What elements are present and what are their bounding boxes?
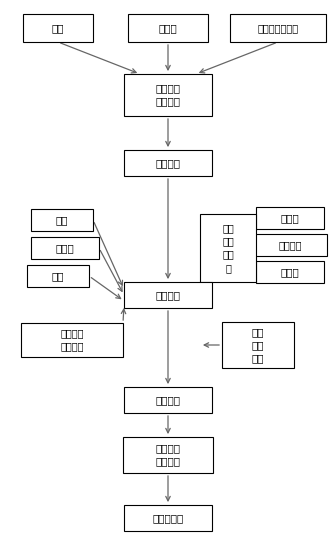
Bar <box>124 505 212 531</box>
Text: 菌液: 菌液 <box>56 215 68 225</box>
Bar <box>256 261 324 283</box>
Text: 腐熟产物: 腐熟产物 <box>156 395 180 405</box>
Text: 菜地堆肥
发酵培养: 菜地堆肥 发酵培养 <box>156 83 180 106</box>
Bar <box>128 14 208 42</box>
Bar <box>124 74 212 116</box>
Text: 尿素、葡萄糖等: 尿素、葡萄糖等 <box>257 23 299 33</box>
Bar <box>123 437 213 473</box>
Bar <box>200 214 256 282</box>
Text: 混合堆肥: 混合堆肥 <box>156 290 180 300</box>
Bar <box>124 387 212 413</box>
Bar <box>124 282 212 308</box>
Text: 调节水分
通透气性: 调节水分 通透气性 <box>60 328 84 352</box>
Text: 鲜猪粪: 鲜猪粪 <box>159 23 177 33</box>
Bar <box>222 322 294 368</box>
Text: 自制
除臭
保氮
剂: 自制 除臭 保氮 剂 <box>222 223 234 273</box>
Bar <box>21 323 123 357</box>
Text: 碳酸钙: 碳酸钙 <box>281 213 299 223</box>
Text: 晾干粉碎
过筛包装: 晾干粉碎 过筛包装 <box>156 444 180 466</box>
Bar <box>230 14 326 42</box>
Text: 过磷酸钙: 过磷酸钙 <box>278 240 302 250</box>
Bar <box>253 234 327 256</box>
Bar <box>31 209 93 231</box>
Text: 滑石粉: 滑石粉 <box>281 267 299 277</box>
Bar <box>124 150 212 176</box>
Text: 自制菌剂: 自制菌剂 <box>156 158 180 168</box>
Text: 鲜猪粪: 鲜猪粪 <box>56 243 74 253</box>
Bar <box>27 265 89 287</box>
Text: 稻草: 稻草 <box>52 23 64 33</box>
Text: 搅拌
翻堆
发酵: 搅拌 翻堆 发酵 <box>252 327 264 363</box>
Bar <box>256 207 324 229</box>
Bar <box>23 14 93 42</box>
Bar <box>31 237 99 259</box>
Text: 稻草: 稻草 <box>52 271 64 281</box>
Text: 成品有机肥: 成品有机肥 <box>152 513 184 523</box>
